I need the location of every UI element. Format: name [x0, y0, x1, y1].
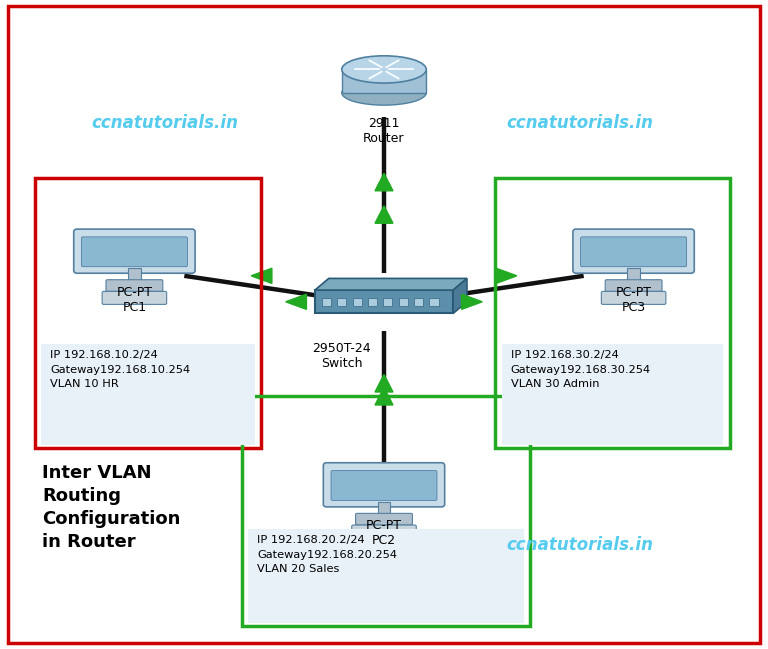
FancyBboxPatch shape: [102, 291, 167, 304]
Polygon shape: [251, 268, 272, 284]
FancyBboxPatch shape: [128, 268, 141, 282]
FancyBboxPatch shape: [627, 268, 640, 282]
FancyBboxPatch shape: [605, 280, 662, 291]
FancyBboxPatch shape: [106, 280, 163, 291]
Text: ccnatutorials.in: ccnatutorials.in: [506, 536, 654, 554]
Bar: [383, 298, 392, 306]
Ellipse shape: [342, 80, 426, 105]
FancyBboxPatch shape: [356, 513, 412, 525]
Polygon shape: [375, 387, 393, 405]
FancyBboxPatch shape: [342, 69, 426, 93]
Text: PC-PT
PC1: PC-PT PC1: [117, 286, 152, 313]
Polygon shape: [375, 206, 393, 223]
Text: 2950T-24
Switch: 2950T-24 Switch: [313, 342, 371, 370]
FancyBboxPatch shape: [323, 463, 445, 507]
FancyBboxPatch shape: [74, 229, 195, 273]
Text: ccnatutorials.in: ccnatutorials.in: [91, 114, 239, 132]
FancyBboxPatch shape: [378, 502, 390, 516]
Bar: [495, 178, 730, 448]
Bar: [414, 298, 423, 306]
Text: IP 192.168.10.2/24
Gateway192.168.10.254
VLAN 10 HR: IP 192.168.10.2/24 Gateway192.168.10.254…: [50, 350, 190, 389]
Text: Inter VLAN
Routing
Configuration
in Router: Inter VLAN Routing Configuration in Rout…: [42, 464, 180, 551]
Polygon shape: [315, 278, 467, 290]
Polygon shape: [462, 294, 482, 310]
Bar: [429, 298, 439, 306]
FancyBboxPatch shape: [315, 290, 453, 313]
Polygon shape: [375, 374, 393, 392]
FancyBboxPatch shape: [352, 525, 416, 538]
Text: IP 192.168.20.2/24
Gateway192.168.20.254
VLAN 20 Sales: IP 192.168.20.2/24 Gateway192.168.20.254…: [257, 535, 397, 574]
Bar: [337, 298, 346, 306]
Bar: [242, 396, 530, 626]
Bar: [368, 298, 377, 306]
Polygon shape: [453, 278, 467, 313]
FancyBboxPatch shape: [581, 237, 687, 267]
Bar: [322, 298, 331, 306]
Bar: [502, 344, 723, 445]
Bar: [35, 178, 261, 448]
FancyBboxPatch shape: [331, 471, 437, 500]
Bar: [399, 298, 408, 306]
Ellipse shape: [342, 56, 426, 83]
Polygon shape: [496, 268, 517, 284]
Polygon shape: [286, 294, 306, 310]
Text: PC-PT
PC3: PC-PT PC3: [616, 286, 651, 313]
Text: 2911
Router: 2911 Router: [363, 117, 405, 145]
FancyBboxPatch shape: [573, 229, 694, 273]
Bar: [353, 298, 362, 306]
Text: ccnatutorials.in: ccnatutorials.in: [506, 114, 654, 132]
FancyBboxPatch shape: [601, 291, 666, 304]
Bar: [41, 344, 255, 445]
Text: PC-PT
PC2: PC-PT PC2: [366, 519, 402, 547]
Polygon shape: [375, 173, 393, 191]
Text: IP 192.168.30.2/24
Gateway192.168.30.254
VLAN 30 Admin: IP 192.168.30.2/24 Gateway192.168.30.254…: [511, 350, 650, 389]
Bar: [248, 529, 524, 623]
FancyBboxPatch shape: [81, 237, 187, 267]
